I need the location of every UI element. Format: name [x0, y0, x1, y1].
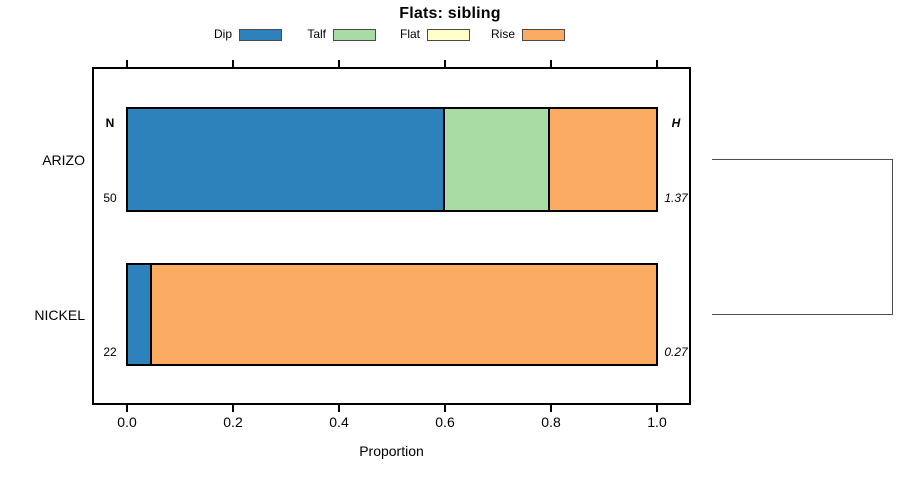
x-axis-tick-label: 0.0	[117, 414, 137, 430]
legend-swatch-flat	[427, 29, 470, 41]
x-axis-tick-label: 0.6	[435, 414, 455, 430]
legend-label-flat: Flat	[399, 27, 420, 41]
dendrogram-branch-bottom	[712, 313, 893, 316]
x-axis-tick-bottom	[338, 405, 340, 412]
legend-label-dip: Dip	[213, 27, 232, 41]
n-value: 50	[103, 191, 117, 205]
category-label-nickel: NICKEL	[34, 306, 85, 323]
dendrogram-join	[891, 159, 893, 315]
bar-segment-rise	[151, 265, 656, 364]
category-label-arizo: ARIZO	[42, 151, 85, 168]
h-value: 0.27	[664, 345, 688, 359]
legend-label-rise: Rise	[490, 27, 515, 41]
x-axis-tick-bottom	[232, 405, 234, 412]
bar-nickel	[126, 263, 658, 366]
x-axis-tick-top	[126, 60, 128, 67]
n-column-header: N	[105, 116, 115, 130]
x-axis-tick-bottom	[444, 405, 446, 412]
x-axis-label: Proportion	[359, 443, 424, 459]
bar-segment-talf	[444, 109, 551, 210]
x-axis-tick-label: 1.0	[647, 414, 667, 430]
x-axis-tick-top	[550, 60, 552, 67]
bar-arizo	[126, 107, 658, 212]
x-axis-tick-top	[444, 60, 446, 67]
x-axis-tick-top	[232, 60, 234, 67]
h-column-header: H	[671, 116, 681, 130]
x-axis-tick-bottom	[126, 405, 128, 412]
legend-swatch-talf	[333, 29, 376, 41]
bar-segment-dip	[128, 109, 445, 210]
x-axis-tick-label: 0.8	[541, 414, 561, 430]
legend-label-talf: Talf	[307, 27, 326, 41]
x-axis-tick-label: 0.4	[329, 414, 349, 430]
legend-swatch-dip	[239, 29, 282, 41]
chart-title: Flats: sibling	[399, 5, 501, 22]
x-axis-tick-bottom	[550, 405, 552, 412]
dendrogram-branch-top	[712, 158, 893, 161]
x-axis-tick-label: 0.2	[223, 414, 243, 430]
legend-swatch-rise	[522, 29, 565, 41]
n-value: 22	[103, 345, 117, 359]
bar-segment-rise	[550, 109, 656, 210]
bar-segment-dip	[128, 265, 152, 364]
x-axis-tick-bottom	[656, 405, 658, 412]
x-axis-tick-top	[656, 60, 658, 67]
h-value: 1.37	[664, 191, 688, 205]
x-axis-tick-top	[338, 60, 340, 67]
